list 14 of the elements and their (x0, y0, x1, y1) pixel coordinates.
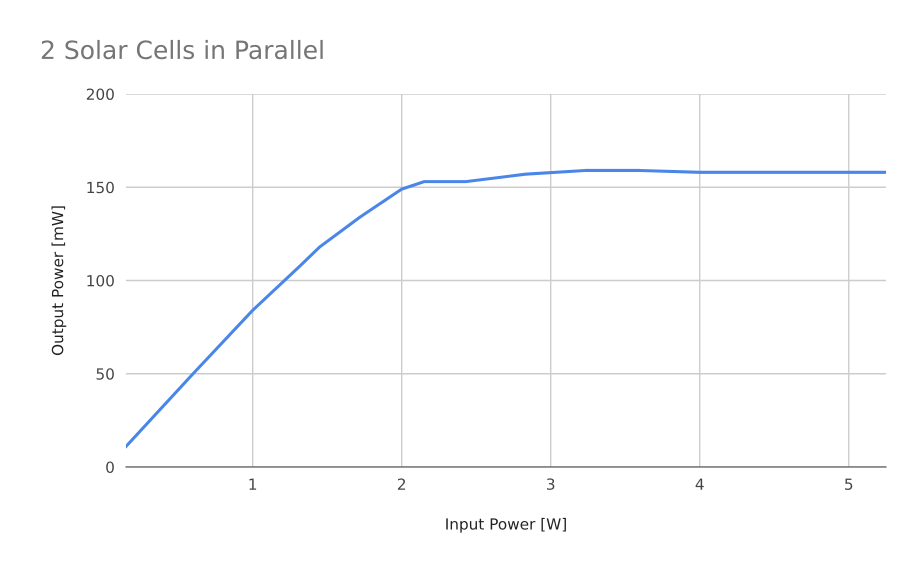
x-tick-label: 4 (696, 478, 704, 490)
y-tick-label: 0 (106, 461, 114, 474)
x-tick-label: 5 (845, 478, 852, 490)
y-tick-label: 50 (96, 368, 114, 380)
y-tick-label: 100 (87, 274, 114, 287)
y-tick-label: 200 (86, 88, 114, 100)
x-tick-label: 1 (249, 478, 256, 490)
chart-title: 2 Solar Cells in Parallel (42, 40, 323, 60)
x-tick-label: 2 (398, 478, 406, 490)
x-axis-title: Input Power [W] (446, 518, 566, 533)
x-tick-label: 3 (547, 478, 554, 490)
y-tick-label: 150 (87, 182, 114, 194)
y-axis-title: Output Power [mW] (51, 206, 66, 356)
line-series (126, 168, 886, 448)
